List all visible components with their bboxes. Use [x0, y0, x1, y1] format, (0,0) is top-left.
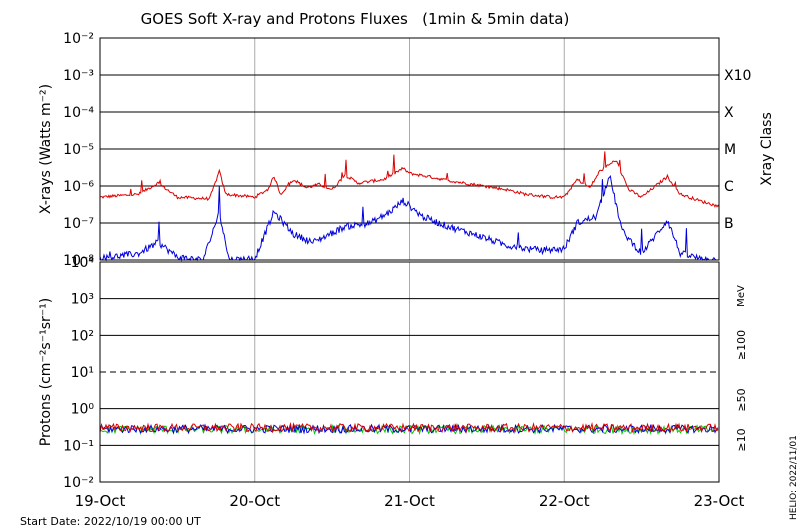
xray-class-label: M	[724, 142, 736, 158]
xray-y-tick: 10⁻⁶	[63, 179, 94, 195]
x-tick-label: 20-Oct	[229, 492, 280, 510]
xray-class-axis-label: Xray Class	[759, 112, 775, 186]
xray-y-axis-label: X-rays (Watts m⁻²)	[38, 84, 54, 214]
proton-y-tick: 10⁰	[71, 402, 95, 418]
proton-y-tick: 10⁻¹	[63, 438, 94, 454]
helio-date-label: HELIO: 2022/11/01	[789, 435, 799, 520]
xray-class-label: C	[724, 179, 734, 195]
proton-y-axis-label: Protons (cm⁻²s⁻¹sr⁻¹)	[38, 298, 54, 447]
x-tick-label: 22-Oct	[539, 492, 590, 510]
proton-panel: 10⁻² 10⁻¹ 10⁰ 10¹ 10² 10³ 10⁴ Protons (cm⁻²s⁻¹…	[38, 255, 748, 491]
x-tick-label: 23-Oct	[694, 492, 745, 510]
proton-gridlines	[100, 262, 719, 482]
x-tick-label: 19-Oct	[75, 492, 126, 510]
proton-y-tick: 10²	[71, 328, 94, 344]
xray-y-tick: 10⁻⁵	[63, 142, 94, 158]
proton-unit-label: MeV	[736, 285, 747, 307]
proton-y-tick-labels: 10⁻² 10⁻¹ 10⁰ 10¹ 10² 10³ 10⁴	[63, 255, 94, 491]
xray-class-label: X	[724, 105, 734, 121]
proton-legend-item: ≥10	[735, 428, 748, 451]
xray-y-tick: 10⁻²	[63, 31, 94, 47]
x-tick-label: 21-Oct	[384, 492, 435, 510]
chart-title: GOES Soft X-ray and Protons Fluxes (1min…	[141, 10, 570, 28]
proton-y-tick: 10¹	[71, 365, 94, 381]
xray-class-label: B	[724, 216, 734, 232]
xray-y-tick: 10⁻⁴	[63, 105, 94, 121]
start-date-label: Start Date: 2022/10/19 00:00 UT	[20, 515, 201, 528]
proton-y-tick: 10⁻²	[63, 475, 94, 491]
xray-gridlines	[100, 38, 719, 260]
xray-y-tick: 10⁻⁷	[63, 216, 94, 232]
proton-legend-item: ≥50	[735, 388, 748, 411]
proton-y-tick: 10⁴	[71, 255, 95, 271]
xray-y-tick-labels: 10⁻⁸10⁻⁷10⁻⁶10⁻⁵10⁻⁴10⁻³10⁻²	[63, 31, 94, 269]
proton-legend-item: ≥100	[735, 330, 748, 360]
x-tick-labels: 19-Oct 20-Oct 21-Oct 22-Oct 23-Oct	[75, 492, 745, 510]
proton-y-tick: 10³	[71, 292, 94, 308]
xray-y-tick: 10⁻³	[63, 68, 94, 84]
xray-class-labels: B C M X X10	[724, 68, 751, 232]
xray-class-label: X10	[724, 68, 751, 84]
proton-legend: ≥10 ≥50 ≥100	[735, 330, 748, 452]
